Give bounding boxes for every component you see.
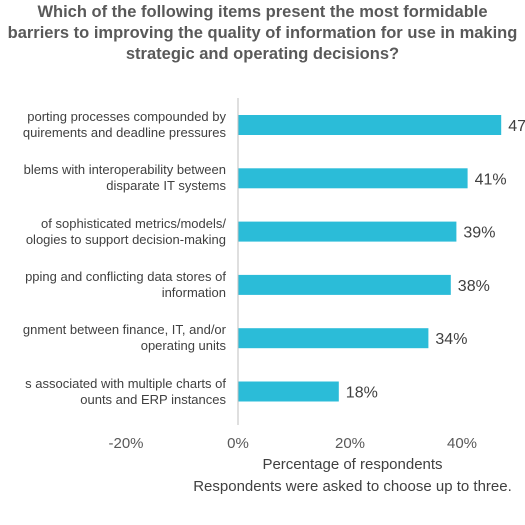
category-label: gnment between finance, IT, and/or <box>22 322 226 338</box>
category-label: pping and conflicting data stores of <box>25 268 226 284</box>
data-label: 39% <box>463 225 495 242</box>
bar <box>238 381 339 402</box>
data-label: 34% <box>435 331 467 348</box>
chart-title-line-1: Which of the following items present the… <box>37 3 488 21</box>
data-label: 18% <box>346 385 378 402</box>
labels-group: 47% 41% 39% 38% 34% 18% <box>346 118 525 402</box>
x-tick-label: -20% <box>108 435 143 452</box>
respondent-note: Respondents were asked to choose up to t… <box>193 478 512 495</box>
bars-group <box>238 115 502 402</box>
x-tick-label: 40% <box>447 435 477 452</box>
x-tick-label: 20% <box>335 435 365 452</box>
category-label: porting processes compounded by <box>27 109 226 124</box>
chart-title-line-3: strategic and operating decisions? <box>125 45 400 63</box>
category-label: information <box>161 284 226 300</box>
data-label: 41% <box>475 171 507 188</box>
category-label: ologies to support decision-making <box>25 231 226 247</box>
category-label: operating units <box>140 338 226 354</box>
category-label: s associated with multiple charts of <box>25 375 226 391</box>
bar <box>238 274 451 295</box>
data-label: 38% <box>458 278 490 295</box>
bar <box>238 221 457 242</box>
category-label: disparate IT systems <box>106 178 226 194</box>
category-label: quirements and deadline pressures <box>22 125 226 140</box>
chart-title-line-2: barriers to improving the quality of inf… <box>7 24 518 42</box>
x-axis-label: Percentage of respondents <box>262 456 443 473</box>
bar <box>238 328 429 349</box>
category-label: ounts and ERP instances <box>80 391 226 407</box>
data-label: 47% <box>508 118 525 135</box>
category-label: blems with interoperability between <box>23 162 226 178</box>
axis-group: -20% 0% 20% 40% <box>108 98 477 452</box>
category-label: of sophisticated metrics/models/ <box>41 215 226 231</box>
x-tick-label: 0% <box>227 435 249 452</box>
bar <box>238 115 502 135</box>
bar <box>238 168 468 189</box>
